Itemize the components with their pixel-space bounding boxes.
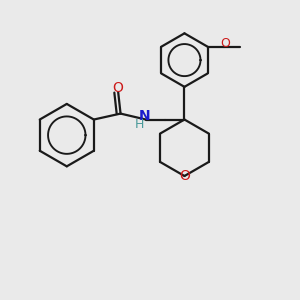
Text: O: O [179, 169, 190, 183]
Text: N: N [139, 109, 150, 123]
Text: O: O [113, 81, 124, 95]
Text: O: O [220, 37, 230, 50]
Text: H: H [135, 118, 144, 131]
